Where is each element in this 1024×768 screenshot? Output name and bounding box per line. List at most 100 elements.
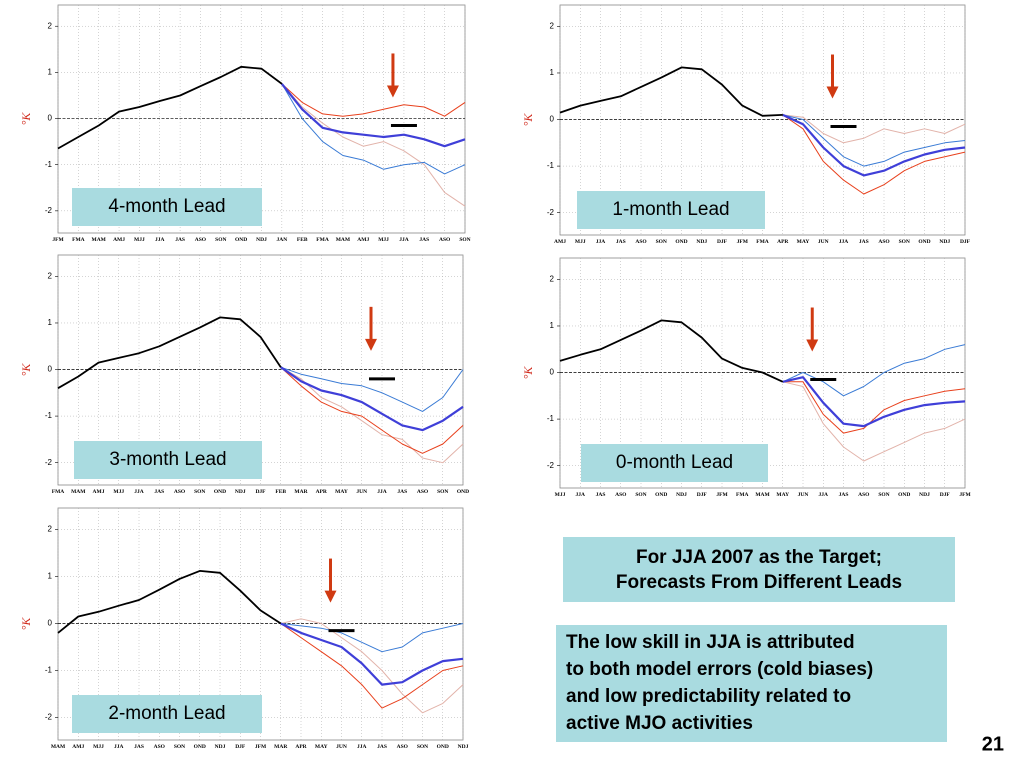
x-tick-label: MAM — [51, 744, 66, 750]
x-tick-label: MJJ — [93, 744, 104, 750]
x-tick-label: APR — [777, 239, 789, 245]
x-tick-label: MAM — [336, 237, 351, 243]
x-tick-label: JJA — [357, 744, 367, 750]
x-tick-label: SON — [417, 744, 428, 750]
lead-label: 1-month Lead — [612, 199, 729, 220]
y-tick-label: -1 — [547, 161, 555, 170]
x-tick-label: JAS — [839, 492, 849, 498]
x-tick-label: ASO — [615, 492, 627, 498]
x-tick-label: DJF — [255, 489, 266, 495]
arrow-head — [386, 85, 399, 98]
x-tick-label: MJJ — [378, 237, 389, 243]
x-tick-label: JJA — [819, 492, 829, 498]
x-tick-label: MAY — [335, 489, 348, 495]
x-tick-label: NDJ — [939, 239, 950, 245]
x-tick-label: JFM — [255, 744, 267, 750]
x-tick-label: MAM — [755, 492, 770, 498]
x-tick-label: SON — [899, 239, 910, 245]
x-tick-label: JUN — [798, 492, 809, 498]
x-tick-label: SON — [459, 237, 470, 243]
x-tick-label: JFM — [959, 492, 971, 498]
series-line — [280, 366, 464, 454]
series-line — [559, 319, 784, 383]
note-line: to both model errors (cold biases) — [566, 659, 873, 680]
x-tick-label: OND — [898, 492, 910, 498]
series-line — [57, 65, 283, 150]
x-tick-label: JJA — [377, 489, 387, 495]
x-tick-label: JAS — [616, 239, 626, 245]
y-axis-label: °K — [19, 363, 33, 377]
lead-label: 4-month Lead — [108, 196, 225, 217]
series-line — [782, 376, 966, 428]
heading-box — [563, 537, 955, 602]
series-line — [782, 381, 966, 434]
x-tick-label: ASO — [417, 489, 429, 495]
note-line: The low skill in JJA is attributed — [566, 632, 855, 653]
x-tick-label: ASO — [878, 239, 890, 245]
x-tick-label: JJA — [134, 489, 144, 495]
series-line — [280, 623, 464, 709]
x-tick-label: ASO — [439, 237, 451, 243]
x-tick-label: MJJ — [113, 489, 124, 495]
x-tick-label: SON — [194, 489, 205, 495]
y-tick-label: 2 — [550, 275, 555, 284]
x-tick-label: DJF — [717, 239, 728, 245]
x-tick-label: OND — [655, 492, 667, 498]
y-axis-label: °K — [19, 617, 33, 631]
lead-box — [74, 441, 262, 479]
x-tick-label: FMA — [52, 489, 65, 495]
y-tick-label: 2 — [48, 21, 53, 30]
x-tick-label: ASO — [174, 489, 186, 495]
y-tick-label: 0 — [550, 368, 555, 377]
arrow-head — [365, 338, 377, 351]
y-tick-label: -2 — [45, 206, 53, 215]
x-tick-label: SON — [437, 489, 448, 495]
series-line — [281, 83, 466, 117]
heading-line: Forecasts From Different Leads — [616, 572, 902, 593]
series-line — [280, 618, 464, 714]
y-tick-label: -2 — [547, 461, 555, 470]
y-tick-label: 2 — [48, 272, 53, 281]
x-tick-label: AMJ — [113, 237, 125, 243]
y-tick-label: 0 — [550, 115, 555, 124]
x-tick-label: SON — [878, 492, 889, 498]
y-axis-label: °K — [521, 366, 535, 380]
series-line — [559, 66, 783, 117]
x-tick-label: JFM — [716, 492, 728, 498]
x-tick-label: MAY — [776, 492, 789, 498]
x-tick-label: MAY — [315, 744, 328, 750]
x-tick-label: AMJ — [357, 237, 369, 243]
x-tick-label: JAS — [175, 237, 185, 243]
x-tick-label: MJJ — [575, 239, 586, 245]
x-tick-label: NDJ — [696, 239, 707, 245]
x-tick-label: FEB — [275, 489, 286, 495]
x-tick-label: FMA — [756, 239, 769, 245]
x-tick-label: JJA — [155, 237, 165, 243]
x-tick-label: JJA — [576, 492, 586, 498]
lead-label: 2-month Lead — [108, 703, 225, 724]
x-tick-label: SON — [215, 237, 226, 243]
y-tick-label: -1 — [547, 414, 555, 423]
series-line — [280, 622, 464, 686]
x-tick-label: FMA — [736, 492, 749, 498]
lead-box — [577, 191, 765, 229]
lead-label: 3-month Lead — [109, 449, 226, 470]
y-tick-label: 2 — [48, 525, 53, 534]
series-line — [782, 114, 966, 144]
y-tick-label: -1 — [45, 160, 53, 169]
arrow-head — [826, 86, 839, 99]
series-line — [280, 366, 464, 412]
note-line: and low predictability related to — [566, 686, 851, 707]
x-tick-label: JAS — [859, 239, 869, 245]
x-tick-label: APR — [316, 489, 328, 495]
series-line — [281, 83, 466, 148]
series-line — [782, 344, 966, 397]
x-tick-label: JFM — [737, 239, 749, 245]
series-line — [57, 316, 282, 389]
x-tick-label: NDJ — [676, 492, 687, 498]
x-tick-label: OND — [437, 744, 449, 750]
y-axis-label: °K — [19, 112, 33, 126]
x-tick-label: ASO — [858, 492, 870, 498]
